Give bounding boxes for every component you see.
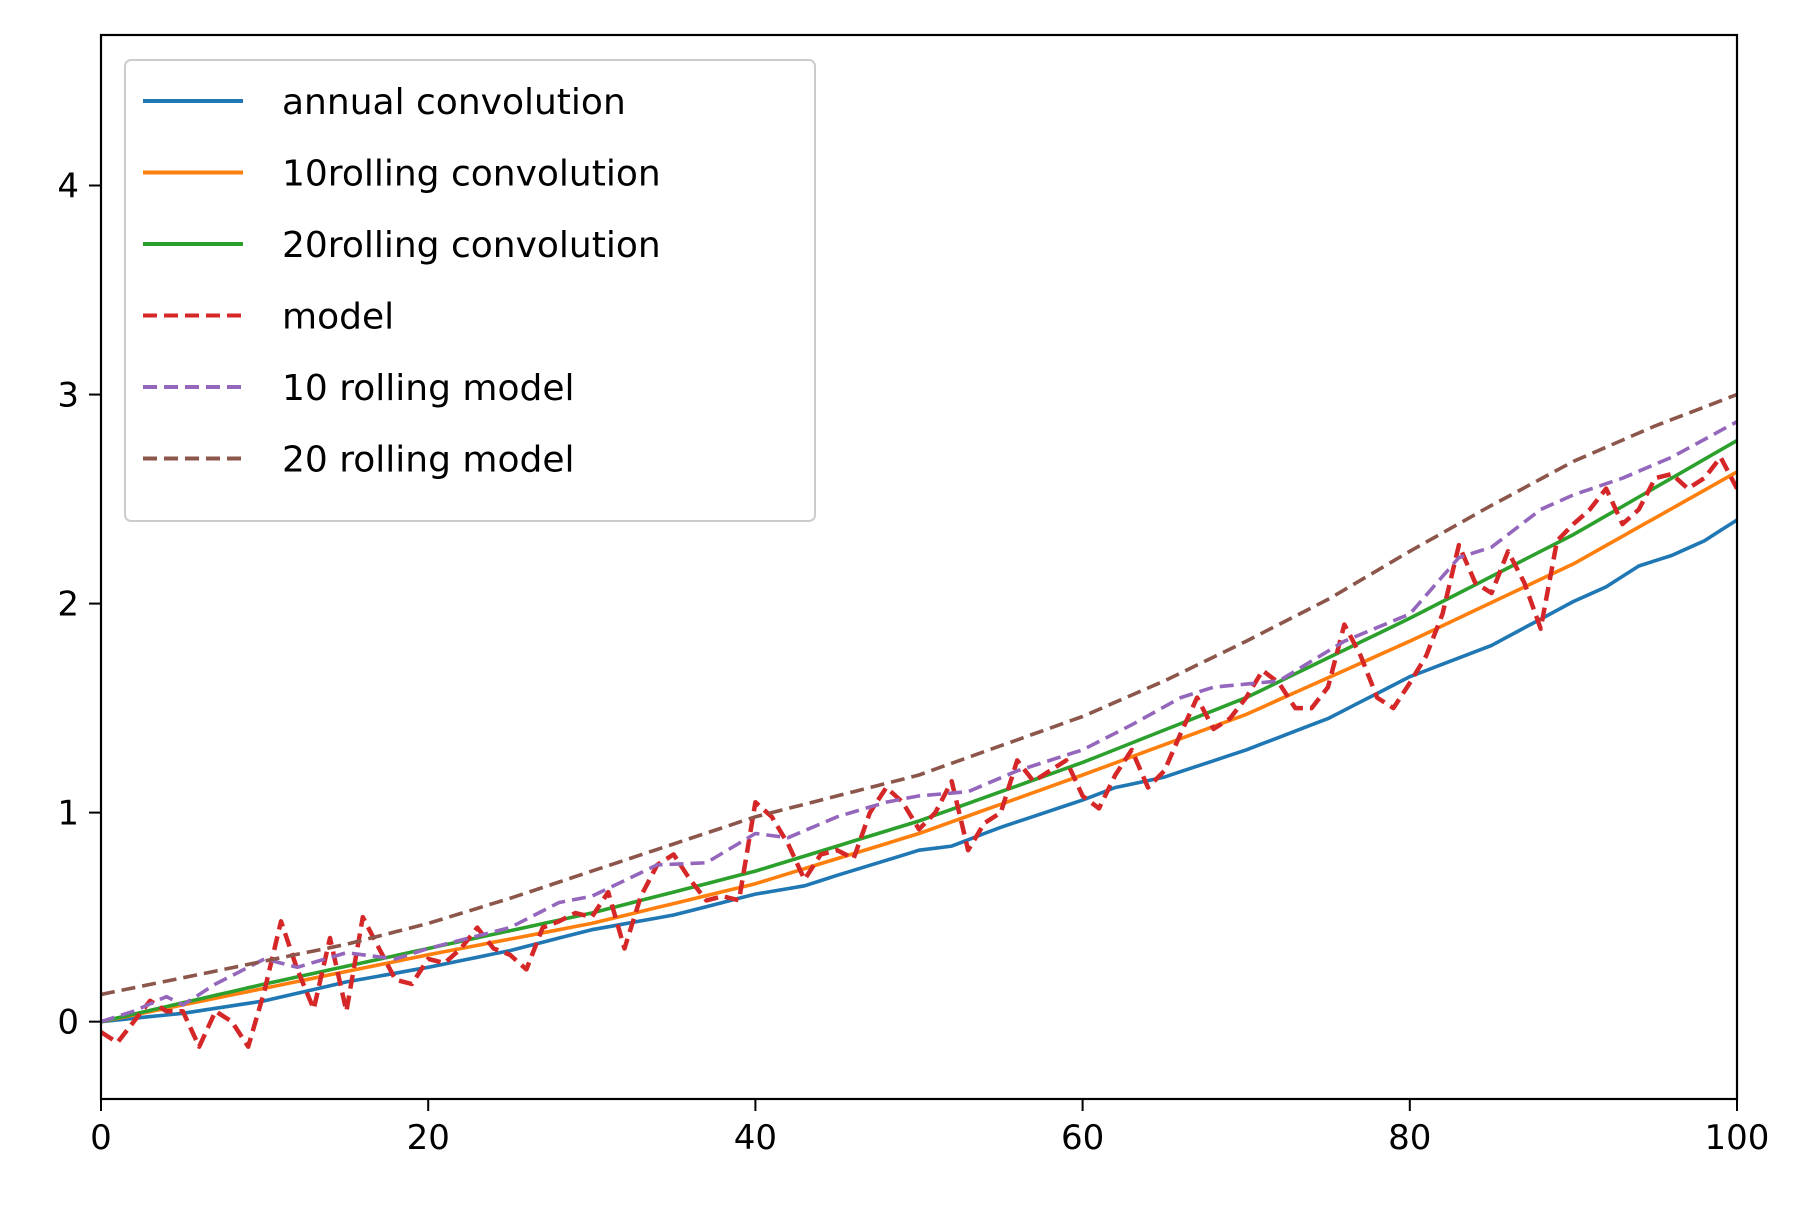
y-tick-label: 1 [57,794,79,834]
y-axis: 0 1 2 3 4 [57,167,101,1043]
y-tick-label: 3 [57,376,79,416]
series-layer [101,392,1737,1049]
series-line-20-rolling-model [101,392,1737,997]
series-line-20rolling-convolution [101,438,1737,1024]
legend-label-10rolling-convolution: 10rolling convolution [282,154,661,195]
legend-label-10-rolling-model: 10 rolling model [282,368,575,409]
series-line-10-rolling-model [101,420,1737,1024]
x-tick-label: 40 [734,1118,777,1158]
y-tick-label: 2 [57,585,79,625]
y-tick-label: 4 [57,167,79,207]
x-tick-label: 80 [1388,1118,1431,1158]
x-axis: 0 20 40 60 80 100 [90,1099,1769,1158]
legend-box [124,59,816,522]
x-tick-label: 20 [407,1118,450,1158]
legend: annual convolution 10rolling convolution 2… [124,59,816,522]
x-tick-label: 0 [90,1118,112,1158]
plot-frame [99,33,1739,1101]
x-tick-label: 100 [1705,1118,1770,1158]
x-tick-label: 60 [1061,1118,1104,1158]
y-tick-label: 0 [57,1003,79,1043]
series-line-annual-convolution [101,518,1737,1024]
legend-label-annual-convolution: annual convolution [282,82,626,123]
legend-label-20rolling-convolution: 20rolling convolution [282,225,661,266]
series-line-10rolling-convolution [101,470,1737,1024]
legend-label-20-rolling-model: 20 rolling model [282,440,575,481]
legend-label-model: model [282,297,394,338]
